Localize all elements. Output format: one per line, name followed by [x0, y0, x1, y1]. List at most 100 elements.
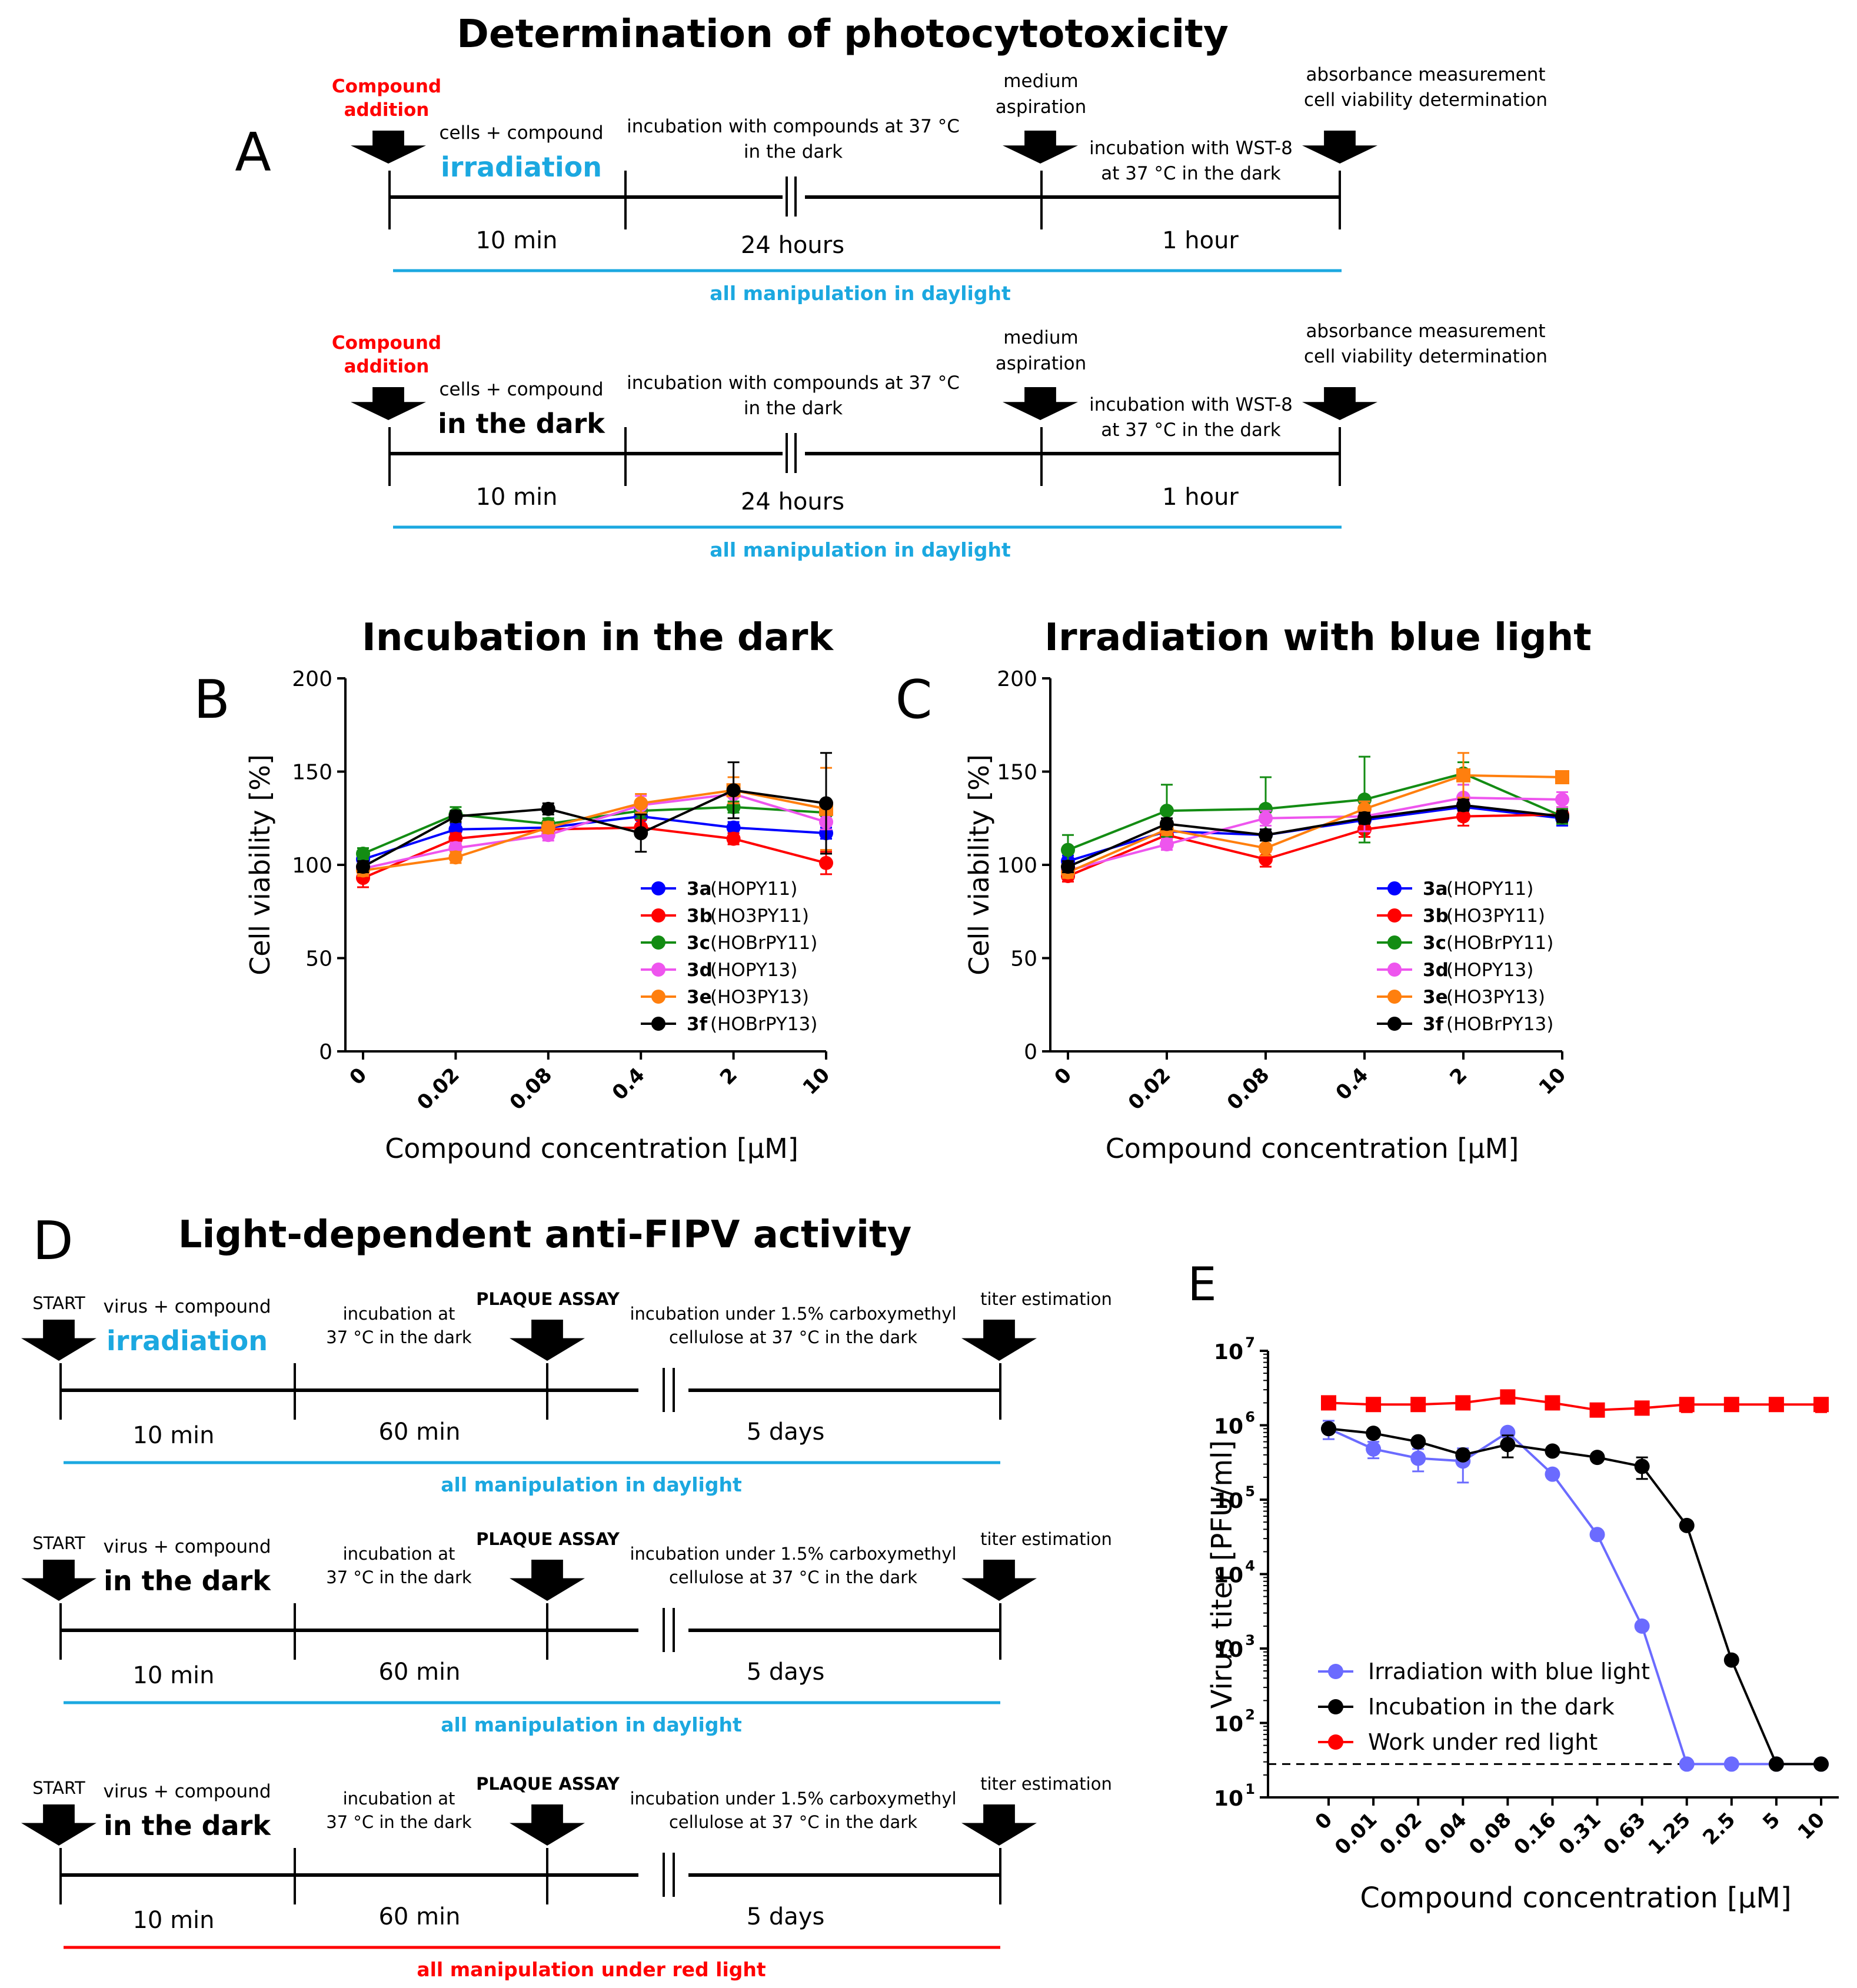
series-1	[1321, 1421, 1829, 1772]
y-axis-label: Cell viability [%]	[244, 754, 276, 975]
x-tick-label: 0.31	[1554, 1808, 1606, 1860]
data-point	[1410, 1397, 1426, 1413]
data-point	[448, 850, 463, 865]
legend-name: (HOPY13)	[1446, 960, 1533, 981]
x-tick-label: 1.25	[1643, 1808, 1695, 1860]
step-label: cells + compound	[440, 122, 604, 144]
step-label: aspiration	[996, 353, 1087, 374]
legend-marker	[651, 1017, 665, 1031]
y-tick-label: 200	[292, 667, 332, 691]
panel-d-title: Light-dependent anti-FIPV activity	[178, 1213, 912, 1257]
x-tick-label: 0.08	[505, 1063, 557, 1115]
step-label: incubation under 1.5% carboxymethyl	[630, 1789, 956, 1809]
data-point	[726, 820, 741, 835]
legend-name: (HO3PY11)	[710, 905, 809, 927]
data-point	[1813, 1756, 1829, 1772]
legend-marker	[651, 990, 665, 1004]
y-tick-label: 0	[319, 1040, 332, 1064]
data-point	[1679, 1397, 1695, 1413]
data-point	[1366, 1397, 1382, 1413]
data-point	[1321, 1395, 1336, 1411]
step-label: virus + compound	[103, 1536, 271, 1557]
condition-note: all manipulation in daylight	[441, 1473, 742, 1496]
step-label: incubation with compounds at 37 °C	[627, 372, 960, 394]
legend-marker	[651, 908, 665, 923]
legend-marker	[651, 963, 665, 977]
compound-addition-label: addition	[344, 99, 430, 121]
data-point	[1589, 1527, 1605, 1543]
arrow-down-icon	[510, 1560, 585, 1601]
x-tick-label: 0.04	[1420, 1808, 1472, 1860]
data-point	[1679, 1756, 1695, 1772]
data-point	[1456, 809, 1470, 824]
data-point	[1555, 809, 1569, 824]
data-point	[541, 820, 555, 835]
legend-key: 3a	[687, 878, 712, 900]
step-label: at 37 °C in the dark	[1101, 419, 1281, 441]
panel-letter: B	[194, 669, 230, 731]
legend-marker	[1387, 990, 1402, 1004]
legend-marker	[1387, 963, 1402, 977]
arrow-down-icon	[961, 1804, 1037, 1846]
y-tick-exponent: 2	[1245, 1707, 1255, 1723]
step-label: virus + compound	[103, 1296, 271, 1317]
y-tick-exponent: 4	[1245, 1558, 1255, 1574]
legend-name: (HOPY11)	[1446, 878, 1533, 900]
legend-marker	[1387, 935, 1402, 950]
step-label: absorbance measurement	[1306, 321, 1545, 342]
y-tick-base: 10	[1214, 1489, 1243, 1513]
start-label: START	[32, 1778, 85, 1798]
step-label: incubation with compounds at 37 °C	[627, 116, 960, 137]
x-tick-label: 10	[1793, 1808, 1830, 1844]
step-label: incubation under 1.5% carboxymethyl	[630, 1304, 956, 1324]
step-label: incubation with WST-8	[1089, 394, 1293, 415]
step-label: titer estimation	[980, 1774, 1112, 1794]
data-point	[1813, 1397, 1829, 1413]
y-tick-base: 10	[1214, 1713, 1243, 1737]
data-point	[1061, 843, 1075, 857]
x-tick-label: 0.08	[1465, 1808, 1516, 1860]
y-tick-label: 200	[997, 667, 1037, 691]
data-point	[1259, 811, 1273, 825]
step-label: 37 °C in the dark	[326, 1327, 472, 1347]
legend-marker	[1328, 1699, 1343, 1714]
legend-marker	[651, 935, 665, 950]
series-line	[362, 789, 827, 868]
legend-name: (HOBrPY11)	[1446, 933, 1553, 954]
step-label: aspiration	[996, 96, 1087, 118]
step-emphasis: in the dark	[438, 408, 605, 439]
step-label: cellulose at 37 °C in the dark	[669, 1327, 917, 1347]
step-emphasis: irradiation	[441, 151, 602, 183]
data-point	[448, 809, 463, 824]
data-point	[634, 826, 648, 841]
data-point	[1723, 1397, 1739, 1413]
legend-name: Incubation in the dark	[1368, 1694, 1615, 1720]
duration-label: 5 days	[747, 1418, 825, 1446]
data-point	[1768, 1397, 1784, 1413]
series-3f	[356, 752, 833, 874]
plaque-assay-label: PLAQUE ASSAY	[476, 1529, 620, 1549]
data-point	[819, 796, 833, 811]
y-tick-label: 0	[1024, 1040, 1037, 1064]
x-tick-label: 0.08	[1223, 1063, 1274, 1115]
panel-a-title: Determination of photocytotoxicity	[457, 11, 1229, 56]
condition-note: all manipulation under red light	[417, 1958, 766, 1981]
data-point	[634, 796, 648, 811]
x-tick-label: 0	[1310, 1808, 1337, 1834]
y-tick-label: 50	[305, 947, 332, 971]
step-label: cell viability determination	[1304, 89, 1548, 111]
step-label: in the dark	[744, 398, 843, 419]
data-point	[356, 860, 370, 874]
chart-title: Irradiation with blue light	[1044, 616, 1592, 660]
condition-note: all manipulation in daylight	[710, 282, 1011, 305]
step-label: at 37 °C in the dark	[1101, 163, 1281, 184]
panel-letter: A	[235, 122, 271, 184]
x-tick-label: 0.4	[608, 1063, 650, 1105]
x-tick-label: 2	[1445, 1063, 1472, 1090]
step-label: incubation at	[343, 1544, 455, 1564]
arrow-down-icon	[21, 1804, 96, 1846]
data-point	[1357, 811, 1372, 825]
y-tick-label: 50	[1010, 947, 1037, 971]
condition-note: all manipulation in daylight	[710, 538, 1011, 561]
